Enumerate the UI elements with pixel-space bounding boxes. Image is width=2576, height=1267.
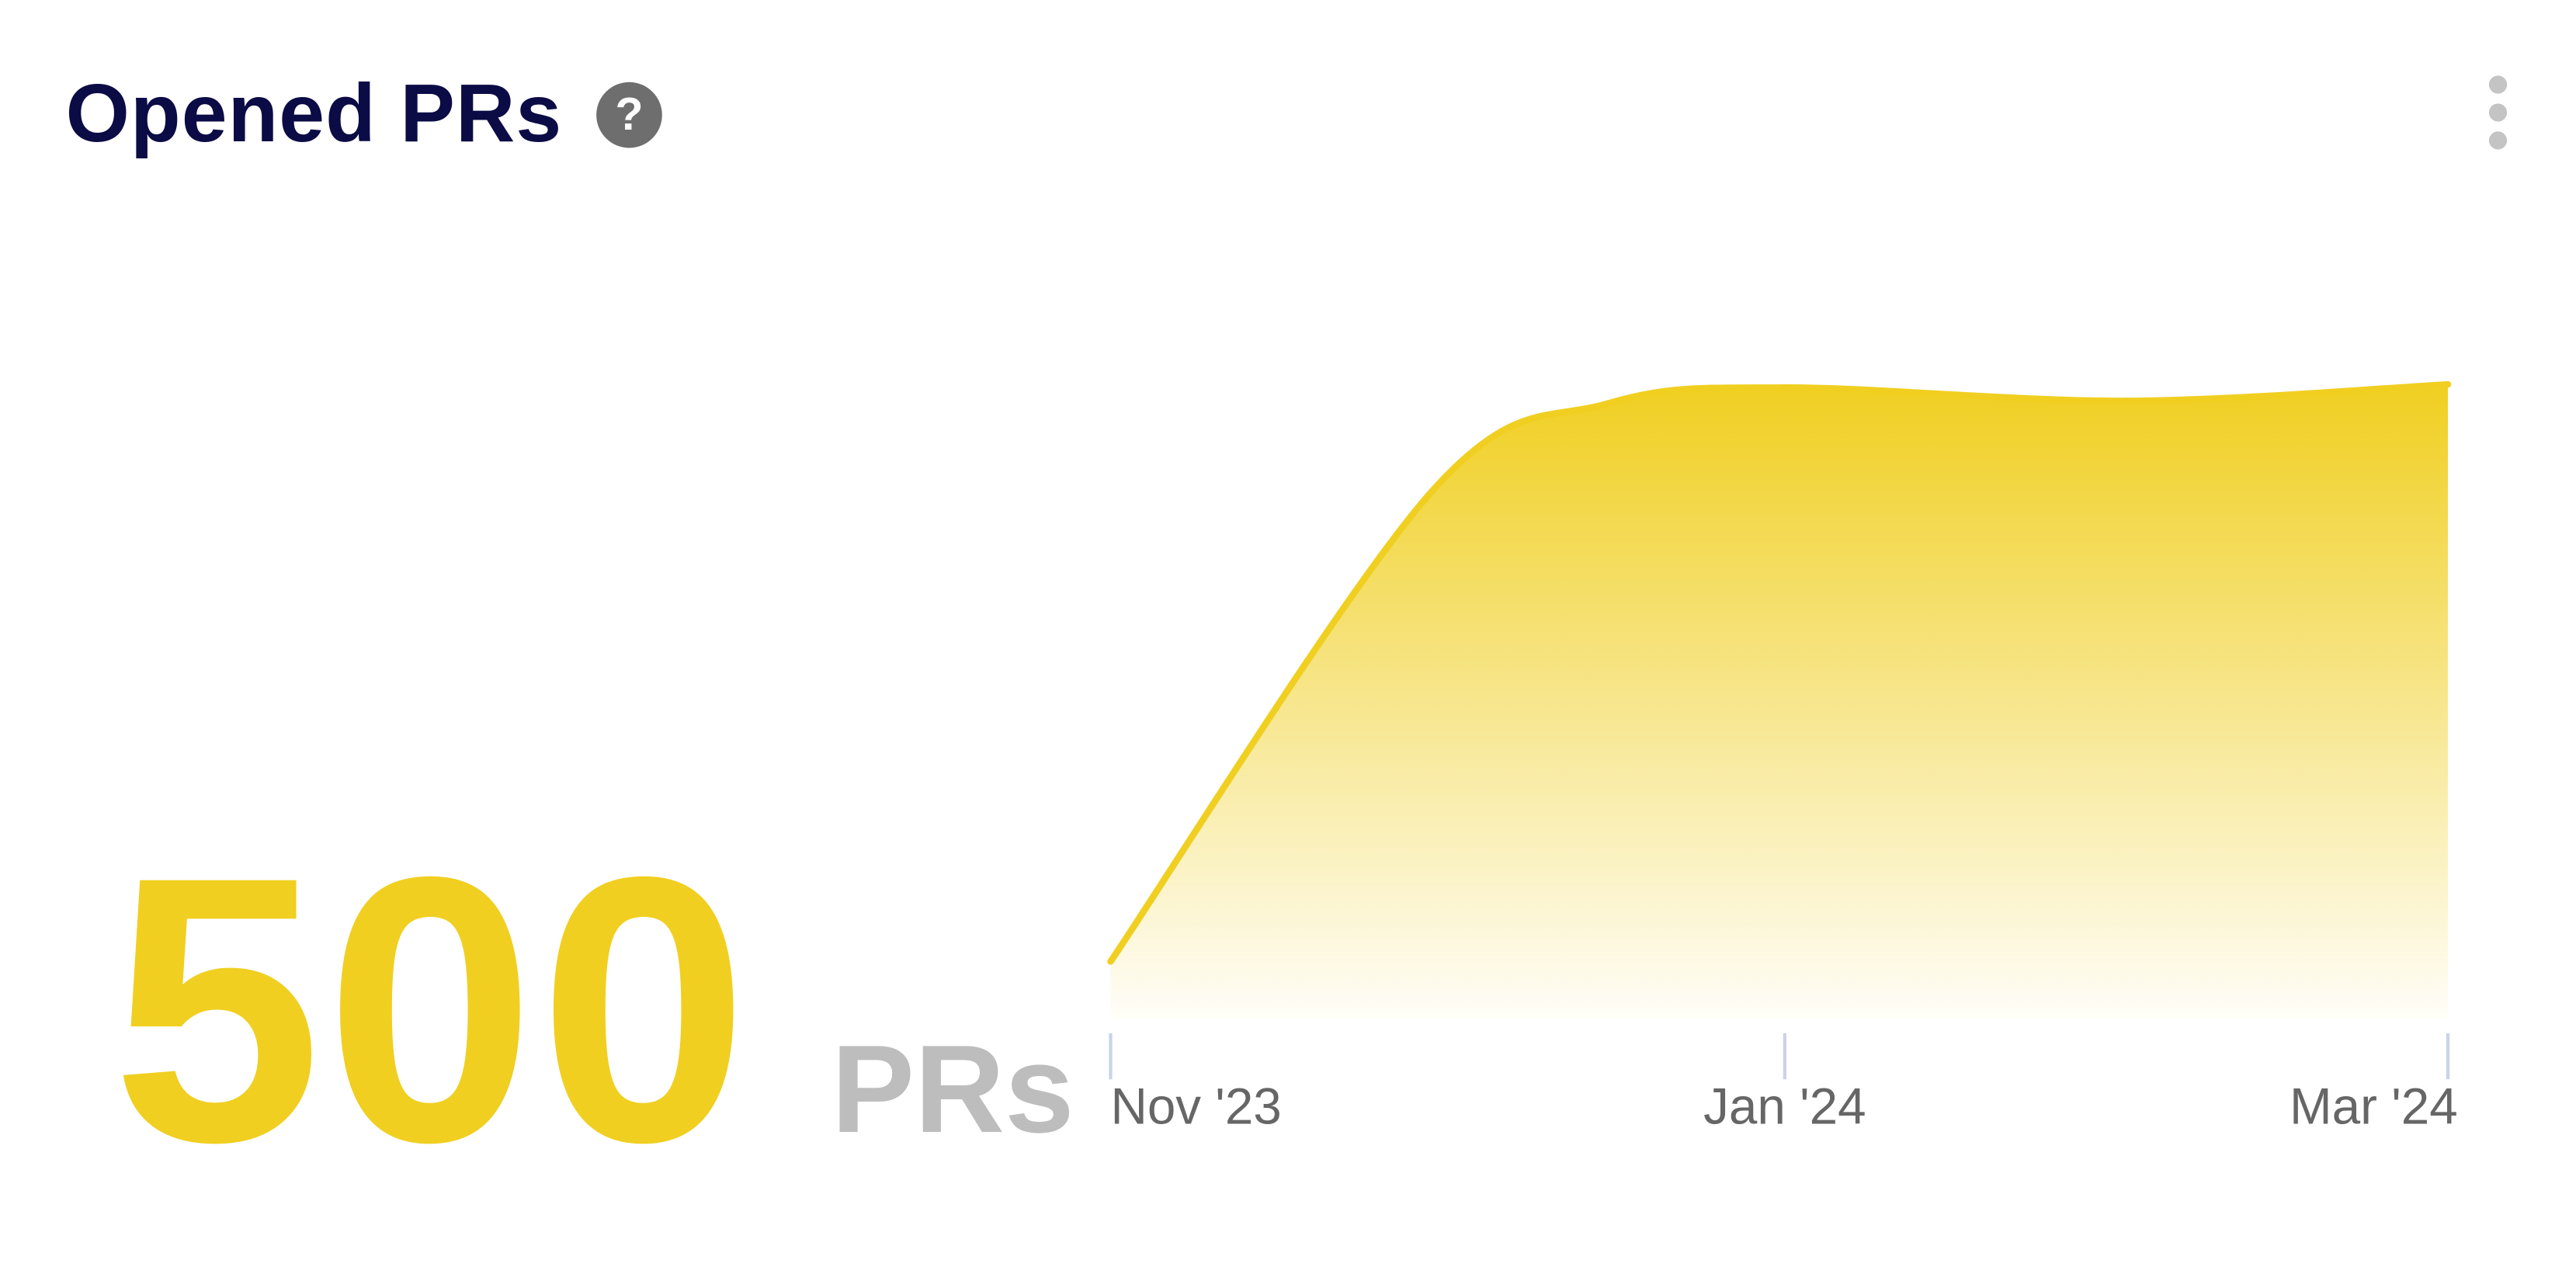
x-tick-label: Jan '24: [1703, 1078, 1866, 1134]
x-tick-label: Nov '23: [1110, 1078, 1281, 1134]
help-icon[interactable]: ?: [596, 82, 662, 148]
series-line: [1107, 380, 2452, 965]
x-tick-label: Mar '24: [2290, 1078, 2458, 1134]
summary-unit: PRs: [831, 1020, 1074, 1160]
area-fill: [1110, 384, 2448, 1019]
kebab-menu-icon[interactable]: [2481, 75, 2513, 151]
card-title: Opened PRs: [65, 67, 563, 160]
summary-value: 500: [111, 798, 752, 1221]
